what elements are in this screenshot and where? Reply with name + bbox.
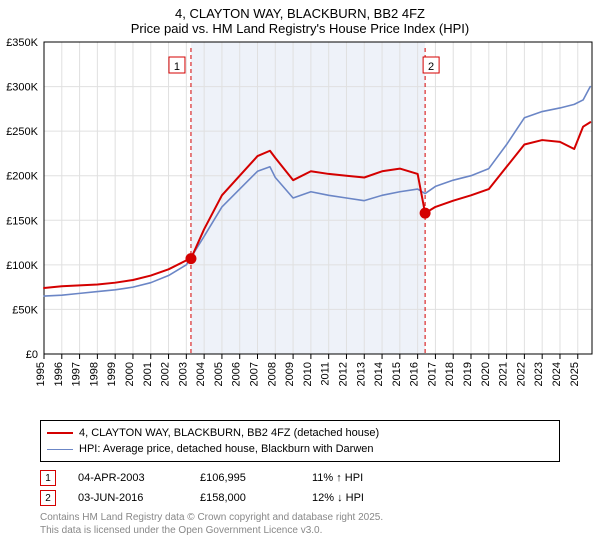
annotation-price: £106,995 <box>200 472 290 484</box>
svg-text:2024: 2024 <box>551 362 563 386</box>
svg-text:1998: 1998 <box>88 362 100 386</box>
annotation-table: 1 04-APR-2003 £106,995 11% ↑ HPI 2 03-JU… <box>40 468 560 508</box>
footer-line-1: Contains HM Land Registry data © Crown c… <box>40 512 560 525</box>
svg-text:2018: 2018 <box>444 362 456 386</box>
svg-text:2023: 2023 <box>533 362 545 386</box>
svg-text:2011: 2011 <box>320 362 332 386</box>
svg-text:2002: 2002 <box>160 362 172 386</box>
svg-text:£150K: £150K <box>6 215 38 227</box>
svg-text:2025: 2025 <box>569 362 581 386</box>
svg-text:2021: 2021 <box>498 362 510 386</box>
svg-text:2005: 2005 <box>213 362 225 386</box>
chart-container: £0 £50K £100K £150K £200K £250K £300K £350K 1995… <box>0 36 600 416</box>
legend-item: 4, CLAYTON WAY, BLACKBURN, BB2 4FZ (deta… <box>47 425 553 441</box>
svg-text:2015: 2015 <box>391 362 403 386</box>
svg-text:1996: 1996 <box>53 362 65 386</box>
annotation-date: 04-APR-2003 <box>78 472 178 484</box>
footer-line-2: This data is licensed under the Open Gov… <box>40 525 560 538</box>
svg-text:£350K: £350K <box>6 37 38 49</box>
svg-text:2012: 2012 <box>337 362 349 386</box>
legend-label: HPI: Average price, detached house, Blac… <box>79 443 374 455</box>
chart-title-block: 4, CLAYTON WAY, BLACKBURN, BB2 4FZ Price… <box>0 0 600 36</box>
svg-text:1: 1 <box>174 61 180 73</box>
annotation-pct: 12% ↓ HPI <box>312 492 422 504</box>
svg-text:£300K: £300K <box>6 82 38 94</box>
svg-text:1995: 1995 <box>35 362 47 386</box>
legend-swatch <box>47 432 73 434</box>
svg-text:2008: 2008 <box>266 362 278 386</box>
svg-text:2009: 2009 <box>284 362 296 386</box>
svg-text:2003: 2003 <box>177 362 189 386</box>
svg-text:2000: 2000 <box>124 362 136 386</box>
svg-text:2007: 2007 <box>249 362 261 386</box>
title-line-2: Price paid vs. HM Land Registry's House … <box>0 21 600 36</box>
annotation-row: 2 03-JUN-2016 £158,000 12% ↓ HPI <box>40 488 560 508</box>
svg-text:2020: 2020 <box>480 362 492 386</box>
legend-label: 4, CLAYTON WAY, BLACKBURN, BB2 4FZ (deta… <box>79 427 379 439</box>
svg-text:2006: 2006 <box>231 362 243 386</box>
svg-text:£200K: £200K <box>6 171 38 183</box>
svg-text:2004: 2004 <box>195 362 207 386</box>
svg-text:2019: 2019 <box>462 362 474 386</box>
svg-text:£50K: £50K <box>12 304 38 316</box>
svg-text:2017: 2017 <box>426 362 438 386</box>
annotation-row: 1 04-APR-2003 £106,995 11% ↑ HPI <box>40 468 560 488</box>
line-chart: £0 £50K £100K £150K £200K £250K £300K £350K 1995… <box>0 36 600 416</box>
svg-text:£0: £0 <box>26 349 38 361</box>
legend-swatch <box>47 449 73 450</box>
svg-text:2022: 2022 <box>515 362 527 386</box>
legend: 4, CLAYTON WAY, BLACKBURN, BB2 4FZ (deta… <box>40 420 560 462</box>
svg-text:2013: 2013 <box>355 362 367 386</box>
svg-text:1999: 1999 <box>106 362 118 386</box>
annotation-date: 03-JUN-2016 <box>78 492 178 504</box>
title-line-1: 4, CLAYTON WAY, BLACKBURN, BB2 4FZ <box>0 6 600 21</box>
annotation-pct: 11% ↑ HPI <box>312 472 422 484</box>
footer: Contains HM Land Registry data © Crown c… <box>40 512 560 537</box>
svg-text:2001: 2001 <box>142 362 154 386</box>
svg-text:£250K: £250K <box>6 126 38 138</box>
annotation-badge: 2 <box>40 490 56 506</box>
svg-text:1997: 1997 <box>71 362 83 386</box>
svg-text:£100K: £100K <box>6 260 38 272</box>
svg-text:2014: 2014 <box>373 362 385 386</box>
svg-text:2016: 2016 <box>409 362 421 386</box>
svg-text:2010: 2010 <box>302 362 314 386</box>
annotation-badge: 1 <box>40 470 56 486</box>
svg-text:2: 2 <box>428 61 434 73</box>
annotation-price: £158,000 <box>200 492 290 504</box>
legend-item: HPI: Average price, detached house, Blac… <box>47 441 553 457</box>
